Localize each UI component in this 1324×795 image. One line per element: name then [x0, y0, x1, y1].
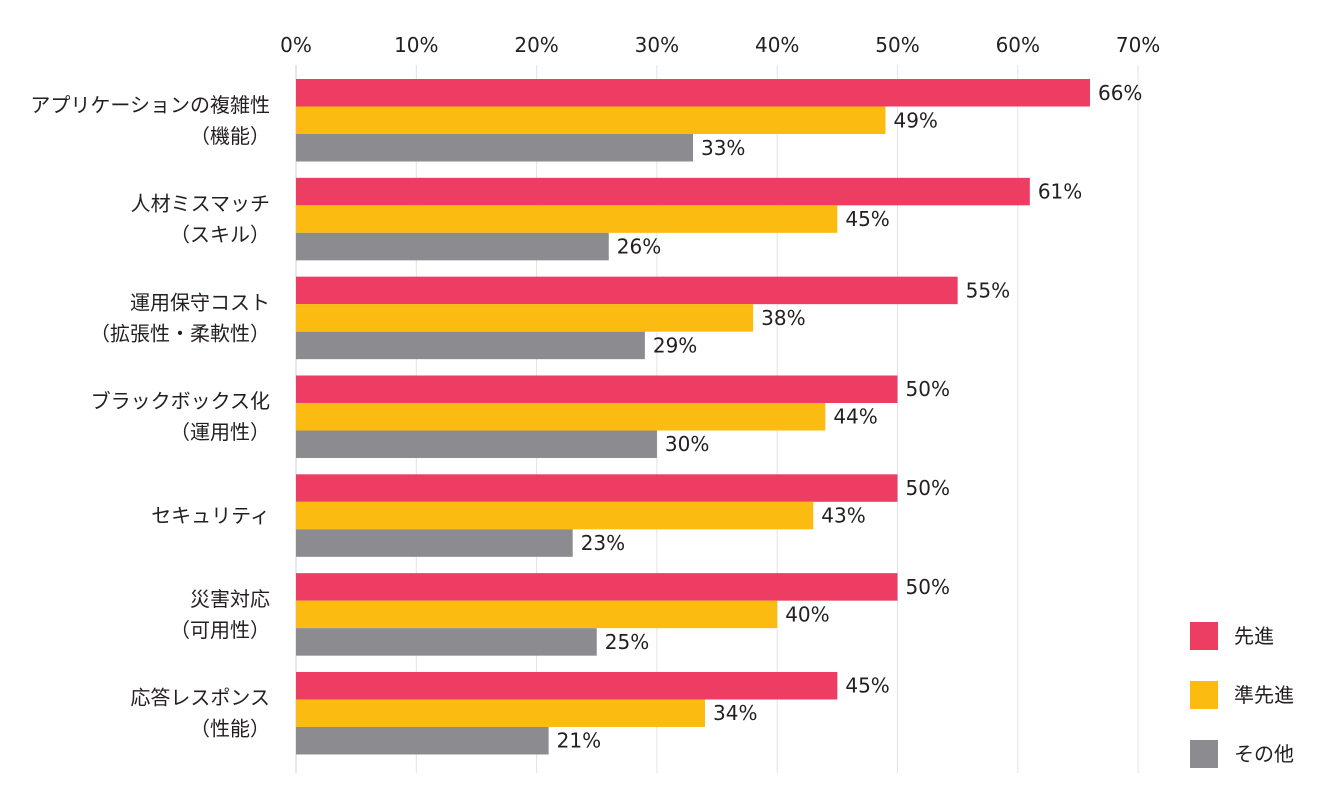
- bars: [296, 79, 1090, 755]
- category-label: ブラックボックス化: [91, 389, 270, 413]
- data-label: 50%: [906, 377, 950, 401]
- data-label: 40%: [785, 602, 829, 626]
- bar-2-2: [296, 205, 838, 233]
- x-tick-label: 50%: [875, 33, 919, 57]
- bar-1-1: [296, 79, 1090, 107]
- data-label: 30%: [665, 432, 709, 456]
- bar-1-3: [296, 276, 958, 305]
- data-label: 23%: [581, 531, 625, 555]
- data-label: 66%: [1098, 81, 1142, 105]
- category-label: （拡張性・柔軟性）: [90, 321, 270, 345]
- data-label: 25%: [605, 630, 649, 654]
- category-label: （性能）: [190, 717, 270, 741]
- legend-swatch: [1190, 622, 1218, 650]
- bar-3-1: [296, 134, 693, 162]
- bar-3-5: [296, 529, 573, 557]
- bar-2-6: [296, 600, 778, 629]
- category-label: 応答レスポンス: [130, 686, 270, 710]
- category-label: （機能）: [190, 124, 270, 148]
- data-label: 50%: [906, 476, 950, 500]
- data-label: 29%: [653, 333, 697, 357]
- x-axis-ticks: 0% 10% 20% 30% 40% 50% 60% 70%: [280, 33, 1160, 57]
- data-label: 49%: [893, 108, 937, 132]
- bar-2-3: [296, 304, 754, 332]
- data-label: 45%: [845, 207, 889, 231]
- legend-swatch: [1190, 740, 1218, 768]
- x-tick-label: 60%: [996, 33, 1040, 57]
- bar-3-4: [296, 430, 657, 458]
- data-label: 50%: [906, 575, 950, 599]
- category-label: 災害対応: [190, 587, 270, 611]
- data-labels: 66% 49% 33% 61% 45% 26% 55% 38% 29% 50% 44% 30% 50% 4…: [557, 81, 1143, 753]
- data-label: 44%: [833, 405, 877, 429]
- data-label: 21%: [557, 729, 601, 753]
- bar-1-4: [296, 375, 898, 403]
- category-label: 人材ミスマッチ: [131, 192, 270, 216]
- bar-3-3: [296, 331, 645, 360]
- data-label: 33%: [701, 136, 745, 160]
- x-tick-label: 40%: [755, 33, 799, 57]
- bar-2-4: [296, 402, 826, 431]
- bar-3-6: [296, 628, 597, 656]
- legend-label: その他: [1234, 742, 1294, 766]
- bar-3-7: [296, 726, 549, 755]
- bar-2-5: [296, 501, 814, 530]
- category-label: （スキル）: [170, 223, 270, 247]
- x-tick-label: 30%: [635, 33, 679, 57]
- bar-2-7: [296, 699, 706, 727]
- data-label: 38%: [761, 306, 805, 330]
- legend-label: 先進: [1234, 624, 1274, 648]
- bar-2-1: [296, 106, 886, 134]
- category-label: （可用性）: [170, 618, 270, 642]
- x-tick-label: 20%: [514, 33, 558, 57]
- data-label: 26%: [617, 235, 661, 259]
- legend-label: 準先進: [1234, 683, 1294, 707]
- category-label: アプリケーションの複雑性: [30, 93, 270, 117]
- data-label: 61%: [1038, 180, 1082, 204]
- bar-1-7: [296, 671, 838, 700]
- data-label: 55%: [966, 278, 1010, 302]
- category-labels: アプリケーションの複雑性 （機能） 人材ミスマッチ （スキル） 運用保守コスト （拡張性・…: [30, 93, 270, 741]
- category-label: 運用保守コスト: [130, 290, 270, 314]
- data-label: 43%: [821, 504, 865, 528]
- x-tick-label: 10%: [394, 33, 438, 57]
- bar-1-5: [296, 474, 898, 502]
- category-label: （運用性）: [170, 420, 270, 444]
- data-label: 45%: [845, 674, 889, 698]
- x-tick-label: 70%: [1116, 33, 1160, 57]
- bar-1-2: [296, 177, 1030, 206]
- x-tick-label: 0%: [280, 33, 312, 57]
- legend-swatch: [1190, 681, 1218, 709]
- bar-1-6: [296, 573, 898, 601]
- data-label: 34%: [713, 701, 757, 725]
- bar-3-2: [296, 232, 609, 261]
- category-label: セキュリティ: [151, 504, 270, 528]
